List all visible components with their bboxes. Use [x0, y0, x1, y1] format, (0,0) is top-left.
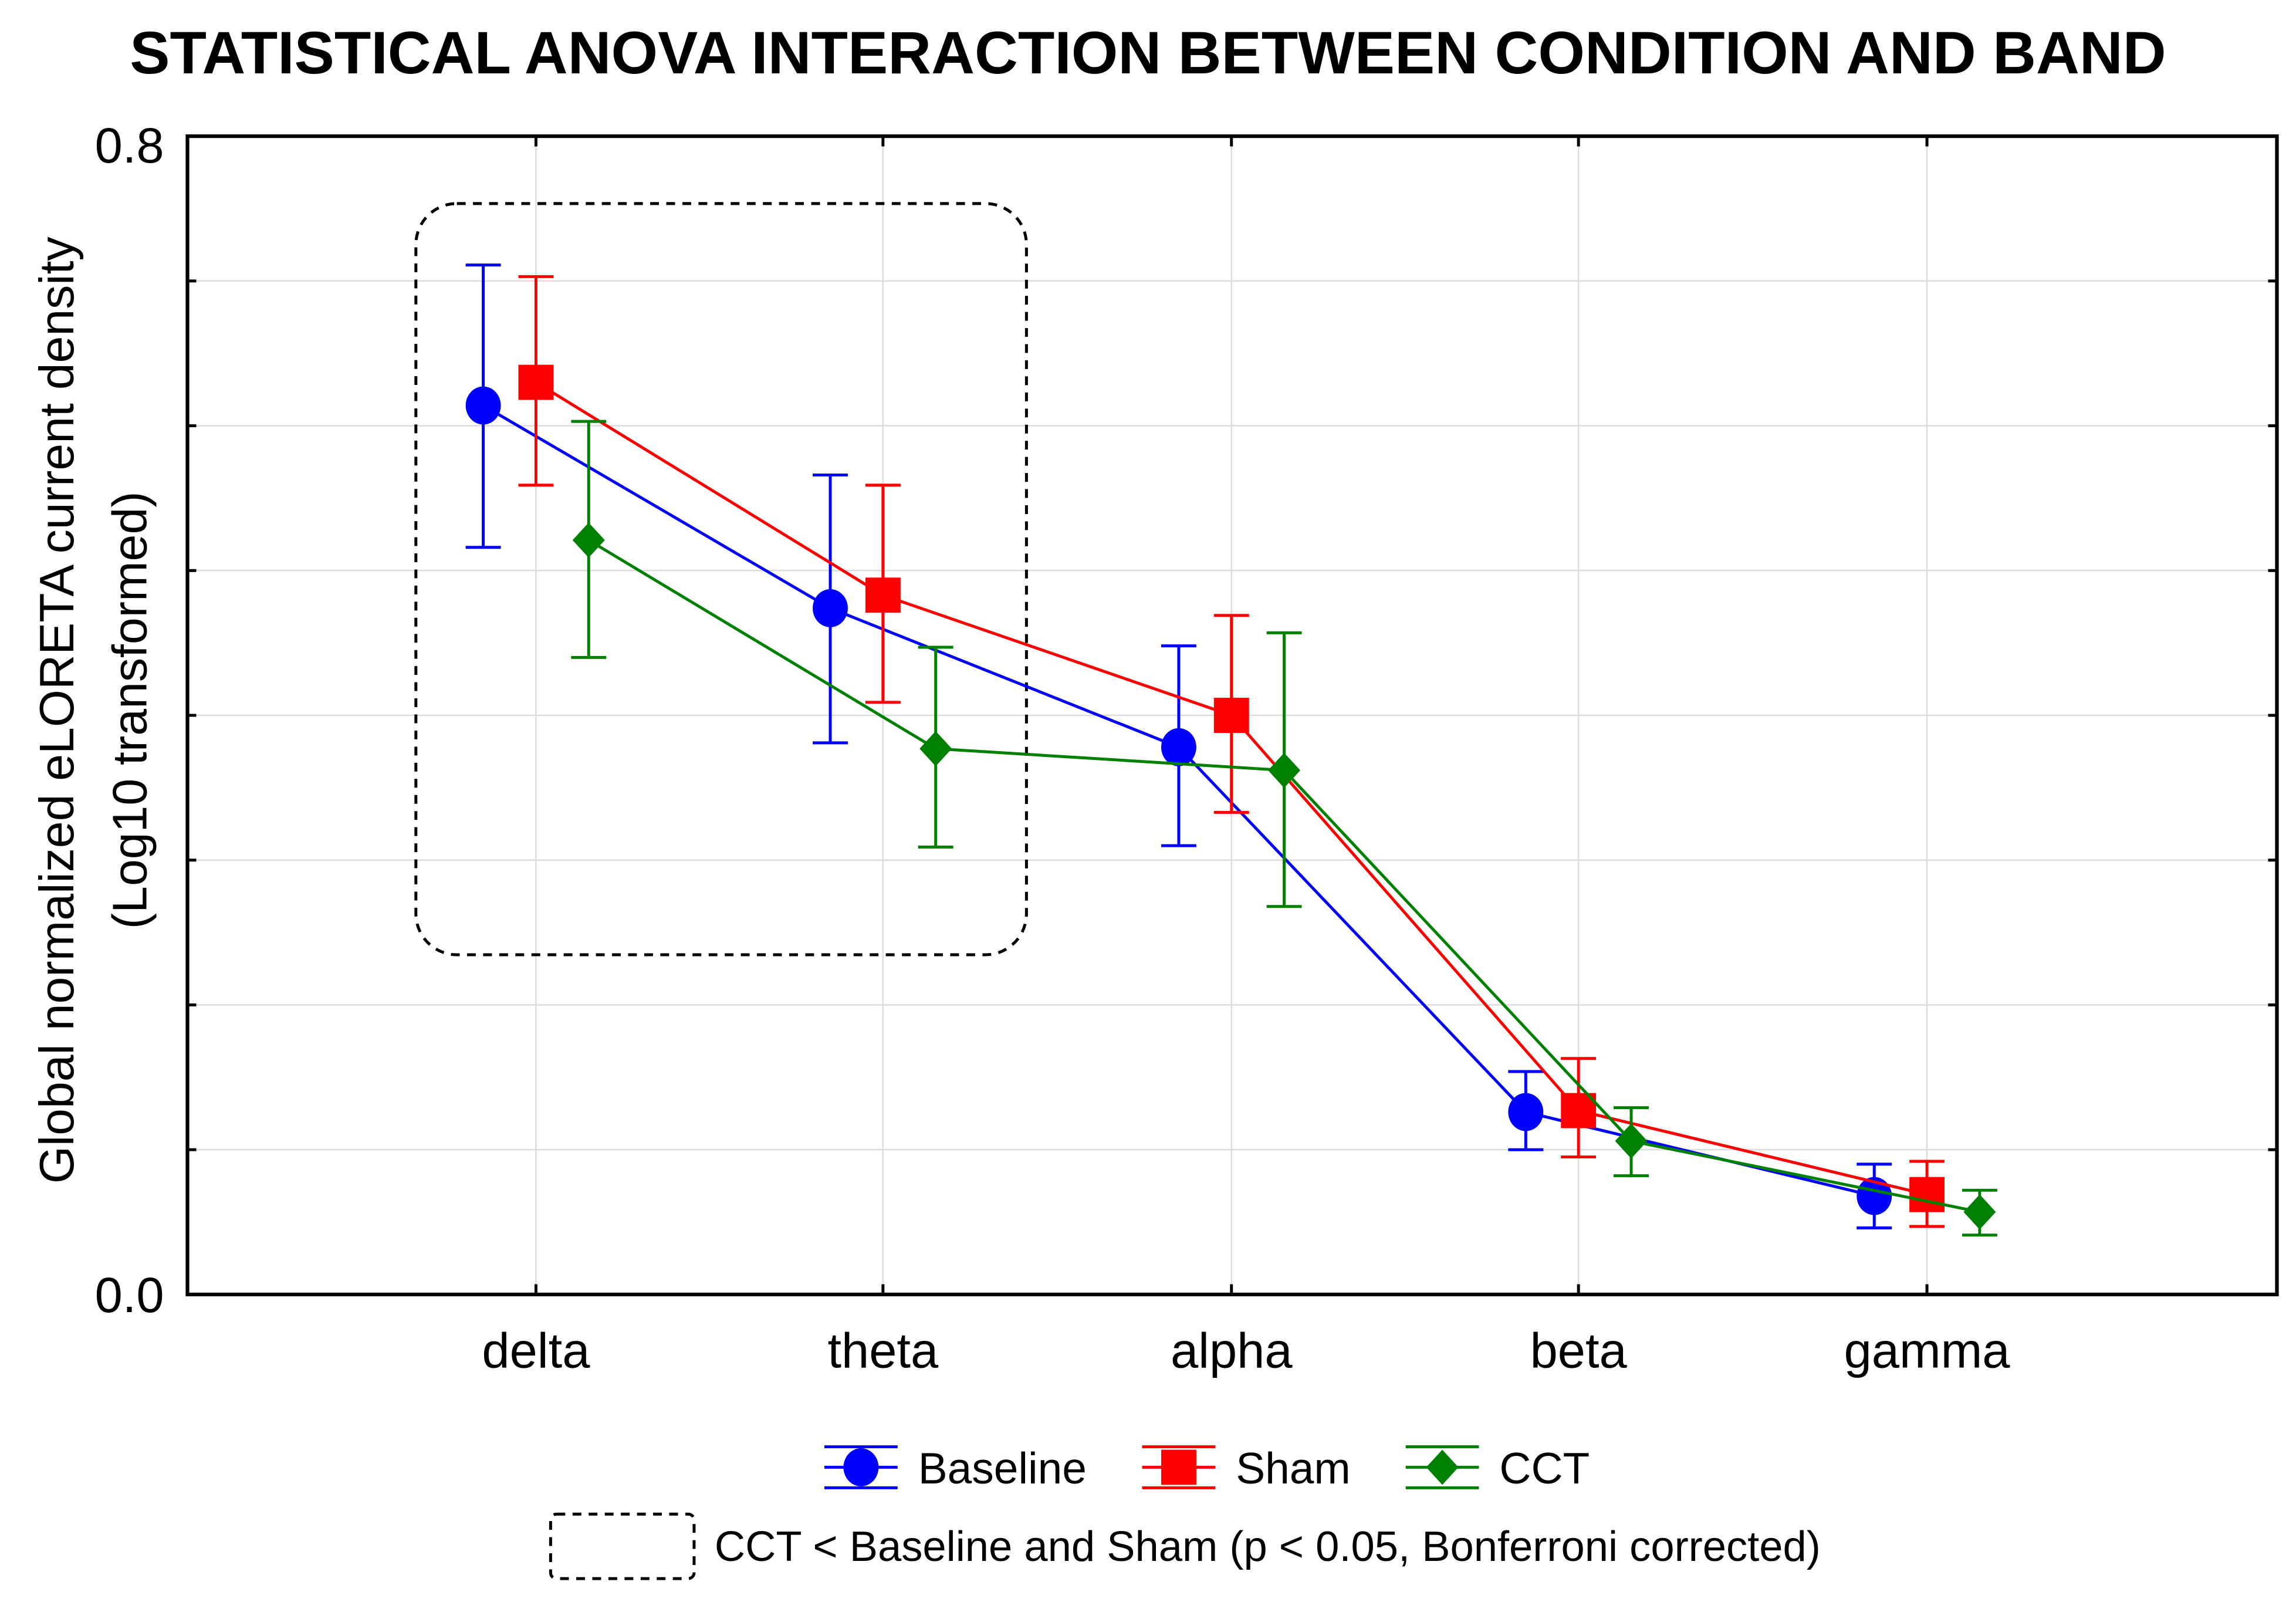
- data-point-baseline-delta: [465, 386, 501, 425]
- data-point-cct-alpha: [1268, 752, 1301, 788]
- x-tick-label-gamma: gamma: [1844, 1323, 2011, 1378]
- data-point-baseline-theta: [813, 589, 848, 627]
- legend-label-sham: Sham: [1236, 1444, 1351, 1493]
- chart-title: STATISTICAL ANOVA INTERACTION BETWEEN CO…: [130, 19, 2166, 86]
- series-cct: [571, 420, 1997, 1237]
- data-point-sham-gamma: [1909, 1177, 1945, 1212]
- x-tick-label-delta: delta: [482, 1323, 590, 1378]
- legend-marker-baseline: [843, 1448, 879, 1486]
- data-point-sham-alpha: [1213, 698, 1249, 733]
- series-baseline: [465, 263, 1892, 1229]
- x-tick-label-theta: theta: [827, 1323, 938, 1378]
- data-point-baseline-alpha: [1161, 728, 1196, 766]
- data-point-cct-gamma: [1963, 1194, 1996, 1230]
- data-point-cct-theta: [919, 731, 952, 766]
- x-tick-label-beta: beta: [1530, 1323, 1628, 1378]
- y-axis-label-line1: Global normalized eLORETA current densit…: [30, 236, 84, 1184]
- legend-marker-sham: [1161, 1449, 1196, 1485]
- axis-ticks: [187, 134, 2277, 1296]
- annotation-rect: [414, 202, 1028, 957]
- y-axis-label-line2: (Log10 transformed): [103, 491, 157, 929]
- y-tick-label-0: 0.0: [95, 1267, 164, 1323]
- x-tick-label-alpha: alpha: [1171, 1323, 1293, 1378]
- legend: Baseline Sham CCT: [824, 1444, 1590, 1493]
- legend-label-baseline: Baseline: [918, 1444, 1087, 1493]
- legend-label-cct: CCT: [1499, 1444, 1590, 1493]
- y-tick-label-0.8: 0.8: [95, 117, 164, 173]
- legend-annotation-swatch: [549, 1512, 696, 1580]
- series-group: [465, 263, 1997, 1237]
- data-point-sham-theta: [865, 577, 901, 613]
- series-sham: [518, 275, 1945, 1228]
- legend-annotation-label: CCT < Baseline and Sham (p < 0.05, Bonfe…: [715, 1523, 1821, 1570]
- legend-marker-cct: [1426, 1449, 1459, 1485]
- annotation-box: [414, 202, 1028, 957]
- data-point-baseline-beta: [1508, 1093, 1544, 1131]
- data-point-baseline-gamma: [1857, 1177, 1892, 1215]
- data-point-sham-delta: [518, 364, 554, 400]
- data-point-cct-delta: [572, 522, 605, 558]
- data-point-cct-beta: [1615, 1123, 1648, 1159]
